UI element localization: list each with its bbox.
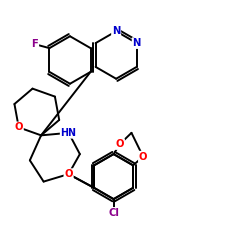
Text: O: O — [139, 152, 147, 162]
Text: N: N — [132, 38, 141, 48]
Text: N: N — [112, 26, 120, 36]
Text: HN: HN — [60, 128, 76, 138]
Text: Cl: Cl — [108, 208, 119, 218]
Text: O: O — [14, 122, 23, 132]
Text: O: O — [64, 169, 73, 179]
Text: O: O — [116, 139, 124, 149]
Text: F: F — [32, 39, 38, 49]
